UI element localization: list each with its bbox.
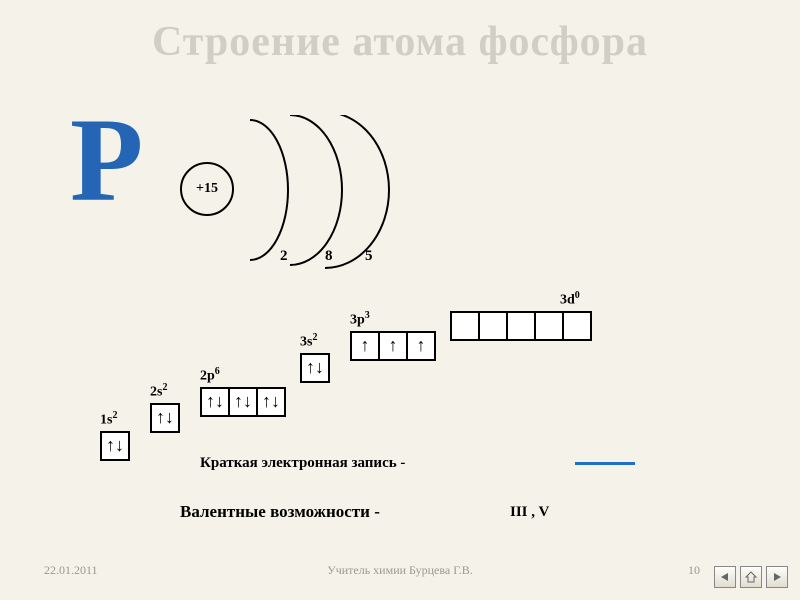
orbital-box	[450, 311, 480, 341]
electron-shells	[240, 115, 460, 285]
footer-date: 22.01.2011	[44, 563, 98, 578]
orbital-box: ↑↓	[228, 387, 258, 417]
orbital-group: 3p3↑↑↑	[350, 310, 436, 361]
valence-label: Валентные возможности -	[180, 502, 380, 522]
nav-prev-button[interactable]	[714, 566, 736, 588]
nucleus-circle: +15	[180, 162, 234, 216]
orbital-label: 1s2	[100, 410, 130, 429]
short-record-underline	[575, 462, 635, 465]
orbital-group: 3d0	[450, 290, 592, 341]
orbital-box: ↑↓	[200, 387, 230, 417]
orbital-group: 1s2 ↑↓	[100, 410, 130, 461]
triangle-right-icon	[772, 572, 782, 582]
footer-slide-number: 10	[688, 563, 700, 578]
orbital-group: 3s2 ↑↓	[300, 332, 330, 383]
orbital-box: ↑↓	[150, 403, 180, 433]
orbital-box: ↑↓	[100, 431, 130, 461]
orbital-label: 3s2	[300, 332, 330, 351]
nav-home-button[interactable]	[740, 566, 762, 588]
orbital-group: 2s2 ↑↓	[150, 382, 180, 433]
orbital-box	[562, 311, 592, 341]
orbital-box: ↑	[406, 331, 436, 361]
orbital-boxes: ↑↓	[300, 353, 330, 383]
nav-button-group	[714, 566, 788, 588]
valence-values: III , V	[510, 504, 549, 521]
shell-electron-count: 2	[280, 248, 288, 265]
shell-electron-count: 5	[365, 248, 373, 265]
orbital-boxes	[450, 311, 592, 341]
triangle-left-icon	[720, 572, 730, 582]
orbital-boxes: ↑↓↑↓↑↓	[200, 387, 286, 417]
orbital-box: ↑↓	[256, 387, 286, 417]
orbital-boxes: ↑↓	[150, 403, 180, 433]
nucleus-charge: +15	[196, 181, 218, 197]
orbital-label: 3d0	[560, 290, 592, 309]
slide-title: Строение атома фосфора	[0, 0, 800, 66]
orbital-label: 3p3	[350, 310, 436, 329]
orbital-diagram: 1s2↑↓2s2↑↓2p6↑↓↑↓↑↓3s2↑↓3p3↑↑↑3d0	[100, 290, 740, 460]
orbital-box	[478, 311, 508, 341]
orbital-boxes: ↑↓	[100, 431, 130, 461]
orbital-boxes: ↑↑↑	[350, 331, 436, 361]
orbital-box: ↑↓	[300, 353, 330, 383]
nav-next-button[interactable]	[766, 566, 788, 588]
orbital-label: 2s2	[150, 382, 180, 401]
orbital-box	[534, 311, 564, 341]
orbital-label: 2p6	[200, 366, 286, 385]
home-icon	[745, 571, 757, 583]
short-record-label: Краткая электронная запись -	[200, 455, 405, 472]
orbital-box: ↑	[350, 331, 380, 361]
orbital-box	[506, 311, 536, 341]
element-symbol: Р	[70, 100, 143, 220]
shell-electron-count: 8	[325, 248, 333, 265]
footer-author: Учитель химии Бурцева Г.В.	[327, 563, 473, 578]
orbital-box: ↑	[378, 331, 408, 361]
orbital-group: 2p6↑↓↑↓↑↓	[200, 366, 286, 417]
